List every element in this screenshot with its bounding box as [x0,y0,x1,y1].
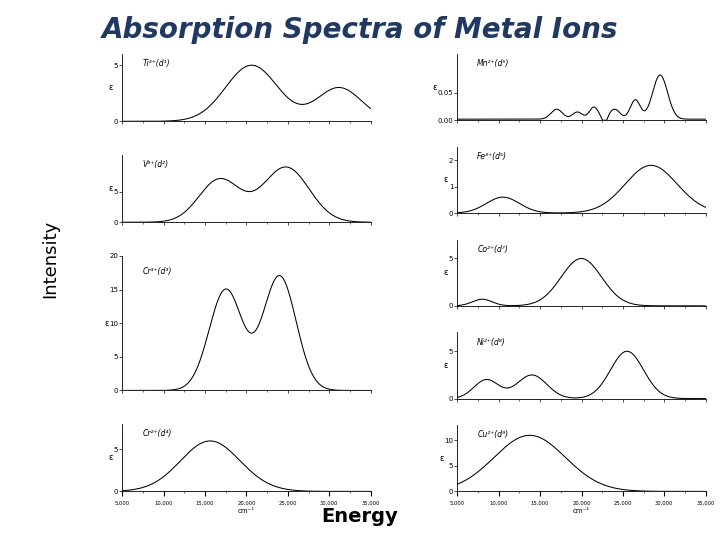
Text: Cu²⁺(d⁹): Cu²⁺(d⁹) [477,430,508,440]
X-axis label: cm⁻¹: cm⁻¹ [573,508,590,514]
Text: Fe³⁺(d⁵): Fe³⁺(d⁵) [477,152,508,161]
Y-axis label: ε: ε [444,176,449,185]
Text: Cr²⁺(d⁴): Cr²⁺(d⁴) [143,429,171,438]
Text: Intensity: Intensity [42,220,60,298]
Y-axis label: ε: ε [439,454,444,463]
Text: Energy: Energy [322,508,398,526]
Y-axis label: ε: ε [109,184,113,193]
Y-axis label: ε: ε [444,361,449,370]
Text: Absorption Spectra of Metal Ions: Absorption Spectra of Metal Ions [102,16,618,44]
Y-axis label: ε: ε [109,453,113,462]
Text: V³⁺(d²): V³⁺(d²) [143,160,168,170]
X-axis label: cm⁻¹: cm⁻¹ [238,508,255,514]
Text: Ti³⁺(d¹): Ti³⁺(d¹) [143,59,170,69]
Text: Mn²⁺(d⁵): Mn²⁺(d⁵) [477,59,510,68]
Text: Ni²⁺(d⁸): Ni²⁺(d⁸) [477,338,506,347]
Y-axis label: ε: ε [104,319,109,328]
Y-axis label: ε: ε [444,268,449,277]
Text: Cr³⁺(d³): Cr³⁺(d³) [143,267,171,275]
Y-axis label: ε: ε [109,83,113,92]
Y-axis label: ε: ε [433,83,437,92]
Text: Co²⁺(d⁷): Co²⁺(d⁷) [477,245,508,254]
